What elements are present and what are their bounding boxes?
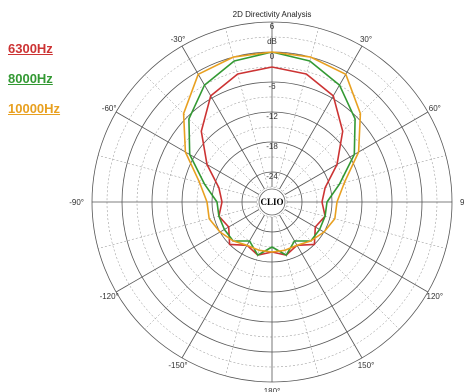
radial-tick-label: -12 <box>266 112 278 121</box>
grid-spoke <box>144 212 262 330</box>
legend-item-10000: 10000Hz <box>8 101 61 116</box>
legend: 6300Hz 8000Hz 10000Hz <box>8 42 60 132</box>
legend-item-8000: 8000Hz <box>8 71 53 86</box>
angle-tick-label: -30° <box>171 35 186 44</box>
angle-tick-label: 150° <box>358 361 375 370</box>
chart-title: 2D Directivity Analysis <box>233 10 312 19</box>
grid-spoke <box>225 28 269 188</box>
grid-spoke <box>115 209 260 293</box>
polar-grid <box>91 21 453 383</box>
grid-spoke <box>284 111 429 195</box>
grid-spoke <box>275 216 319 376</box>
labels-group: 6 0 -6 -12 -18 -24 -30° 30° -60° 60° -90° 90° -120° 1… <box>69 22 464 392</box>
radial-tick-label: -24 <box>266 172 278 181</box>
grid-spoke <box>98 155 258 199</box>
grid-spoke <box>286 155 446 199</box>
grid-spoke <box>279 214 363 359</box>
grid-spoke <box>275 28 319 188</box>
grid-spoke <box>225 216 269 376</box>
series-line-8000hz <box>188 51 356 256</box>
angle-tick-label: 90° <box>460 198 464 207</box>
grid-spoke <box>115 111 260 195</box>
angle-tick-label: -60° <box>102 104 117 113</box>
grid-spoke <box>284 209 429 293</box>
grid-spoke <box>181 214 265 359</box>
grid-spoke <box>144 74 262 192</box>
radial-tick-label: 0 <box>270 52 275 61</box>
angle-tick-label: -120° <box>100 292 119 301</box>
series-line-10000hz <box>182 51 362 253</box>
angle-tick-label: -150° <box>168 361 187 370</box>
legend-item-6300: 6300Hz <box>8 41 53 56</box>
angle-tick-label: -90° <box>69 198 84 207</box>
series-group <box>182 51 362 256</box>
grid-spoke <box>282 212 400 330</box>
angle-tick-label: 30° <box>360 35 372 44</box>
grid-spoke <box>282 74 400 192</box>
grid-spoke <box>98 205 258 249</box>
center-disc <box>258 188 286 216</box>
unit-label: dB <box>267 37 277 46</box>
radial-tick-label: 6 <box>270 22 275 31</box>
radial-tick-label: -18 <box>266 142 278 151</box>
grid-spoke <box>286 205 446 249</box>
radial-tick-label: -6 <box>268 82 276 91</box>
angle-tick-label: 180° <box>264 387 281 392</box>
angle-tick-label: 120° <box>427 292 444 301</box>
grid-spoke <box>181 45 265 190</box>
center-label: CLIO <box>260 197 283 207</box>
angle-tick-label: 60° <box>429 104 441 113</box>
grid-spoke <box>279 45 363 190</box>
